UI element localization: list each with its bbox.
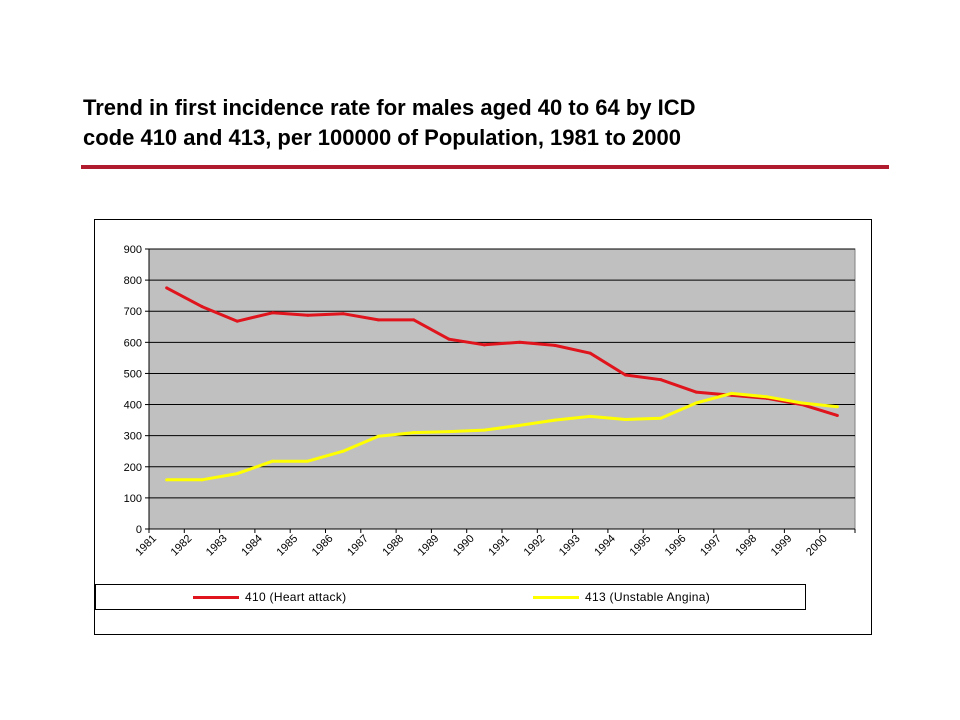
- x-tick-label: 2000: [804, 533, 830, 559]
- data-point: [729, 391, 733, 395]
- data-point: [482, 343, 486, 347]
- slide-title: Trend in first incidence rate for males …: [83, 93, 883, 153]
- x-tick-label: 1992: [522, 533, 548, 559]
- data-point: [165, 286, 169, 290]
- data-point: [165, 478, 169, 482]
- x-tick-label: 1987: [345, 533, 371, 559]
- data-point: [659, 416, 663, 420]
- title-divider: [81, 165, 889, 169]
- data-point: [765, 395, 769, 399]
- data-point: [553, 343, 557, 347]
- x-tick-label: 1986: [310, 533, 336, 559]
- data-point: [588, 351, 592, 355]
- data-point: [553, 418, 557, 422]
- data-point: [482, 428, 486, 432]
- data-point: [835, 405, 839, 409]
- line-chart: 0 100 200 300 400 500 600 700 800 900 1981 1982 1983…: [124, 244, 856, 559]
- legend-label-410: 410 (Heart attack): [245, 590, 347, 604]
- data-point: [341, 449, 345, 453]
- legend-label-413: 413 (Unstable Angina): [585, 590, 711, 604]
- data-point: [341, 312, 345, 316]
- x-tick-label: 1995: [628, 533, 654, 559]
- x-tick-label: 1996: [663, 533, 689, 559]
- x-tick-label: 1993: [557, 533, 583, 559]
- y-tick-label: 700: [124, 306, 142, 318]
- data-point: [235, 472, 239, 476]
- y-tick-label: 500: [124, 368, 142, 380]
- legend-swatch-410: [193, 596, 239, 599]
- y-tick-label: 800: [124, 275, 142, 287]
- y-tick-label: 300: [124, 431, 142, 443]
- data-point: [518, 423, 522, 427]
- data-point: [694, 390, 698, 394]
- data-point: [835, 413, 839, 417]
- data-point: [447, 337, 451, 341]
- x-tick-label: 1997: [698, 533, 724, 559]
- data-point: [588, 414, 592, 418]
- data-point: [694, 401, 698, 405]
- data-point: [624, 373, 628, 377]
- plot-area: [148, 248, 856, 530]
- x-tick-label: 1988: [380, 533, 406, 559]
- y-tick-label: 100: [124, 493, 142, 505]
- chart-frame: 0 100 200 300 400 500 600 700 800 900 1981 1982 1983…: [94, 219, 872, 635]
- data-point: [376, 318, 380, 322]
- data-point: [235, 319, 239, 323]
- slide-title-line-1: Trend in first incidence rate for males …: [83, 95, 696, 120]
- data-point: [412, 318, 416, 322]
- x-tick-label: 1981: [133, 533, 159, 559]
- slide-title-line-2: code 410 and 413, per 100000 of Populati…: [83, 125, 681, 150]
- data-point: [200, 305, 204, 309]
- x-tick-label: 1990: [451, 533, 477, 559]
- y-tick-label: 900: [124, 244, 142, 256]
- x-tick-label: 1994: [592, 533, 618, 559]
- series-line-1: [166, 391, 838, 482]
- data-point: [200, 478, 204, 482]
- x-tick-label: 1989: [416, 533, 442, 559]
- y-tick-label: 0: [136, 524, 142, 536]
- data-point: [447, 430, 451, 434]
- data-point: [412, 431, 416, 435]
- y-tick-label: 400: [124, 400, 142, 412]
- x-tick-label: 1982: [169, 533, 195, 559]
- data-point: [306, 313, 310, 317]
- x-tick-label: 1985: [275, 533, 301, 559]
- chart-legend: 410 (Heart attack) 413 (Unstable Angina): [95, 584, 806, 610]
- y-tick-label: 200: [124, 462, 142, 474]
- y-tick-label: 600: [124, 337, 142, 349]
- x-tick-label: 1984: [239, 533, 265, 559]
- x-tick-label: 1999: [769, 533, 795, 559]
- x-tick-label: 1983: [204, 533, 230, 559]
- data-point: [624, 417, 628, 421]
- data-point: [659, 378, 663, 382]
- data-point: [376, 434, 380, 438]
- data-point: [271, 459, 275, 463]
- data-point: [800, 401, 804, 405]
- x-tick-label: 1991: [486, 533, 512, 559]
- x-tick-label: 1998: [733, 533, 759, 559]
- legend-swatch-413: [533, 596, 579, 599]
- data-point: [518, 340, 522, 344]
- data-point: [271, 311, 275, 315]
- data-point: [306, 459, 310, 463]
